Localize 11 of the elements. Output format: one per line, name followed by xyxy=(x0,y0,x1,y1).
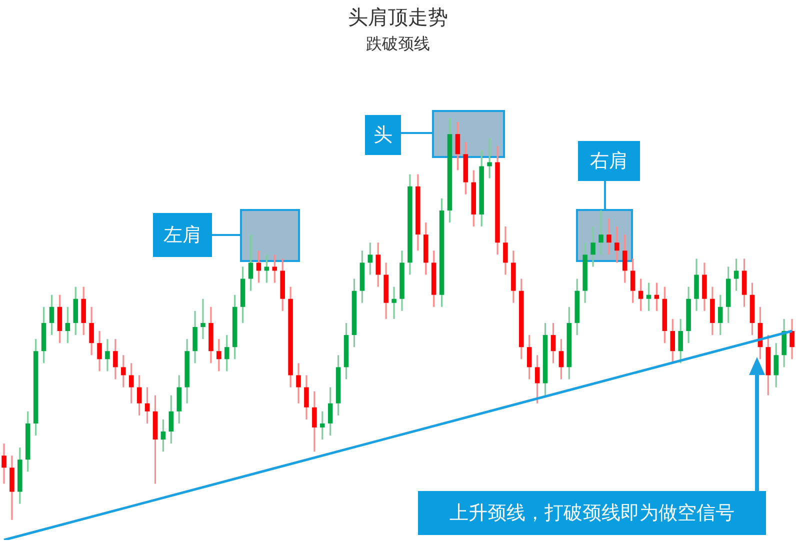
callout-box: 右肩 xyxy=(578,141,640,181)
candlestick xyxy=(200,298,206,340)
callout-box: 头 xyxy=(365,115,401,155)
chart-title: 头肩顶走势 xyxy=(347,4,449,31)
candlestick xyxy=(105,339,110,372)
callout-box: 左肩 xyxy=(153,213,212,257)
callout-box: 上升颈线，打破颈线即为做空信号 xyxy=(418,491,766,535)
chart-subtitle: 跌破颈线 xyxy=(365,34,431,55)
candlestick xyxy=(598,210,604,255)
candlestick xyxy=(487,138,492,178)
candlestick xyxy=(392,286,396,319)
